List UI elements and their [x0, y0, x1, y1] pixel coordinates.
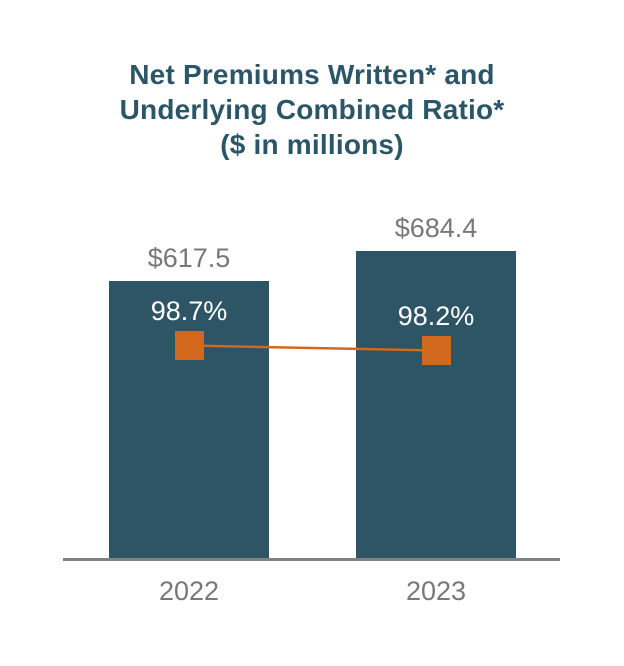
x-axis-line	[63, 558, 560, 561]
chart-title-line-1: Net Premiums Written* and	[129, 59, 495, 90]
x-axis-label-2023: 2023	[405, 576, 467, 606]
chart-title: Net Premiums Written* and Underlying Com…	[0, 57, 624, 162]
ratio-marker-2022	[174, 331, 204, 360]
ratio-label-2023: 98.2%	[397, 301, 475, 331]
x-axis-label-2022: 2022	[158, 576, 220, 606]
chart-title-line-2: Underlying Combined Ratio*	[119, 94, 505, 125]
chart-title-line-3: ($ in millions)	[220, 129, 404, 160]
bar-2023	[356, 251, 516, 558]
bar-value-label-2023: $684.4	[394, 213, 478, 243]
ratio-marker-2023	[421, 336, 451, 365]
bar-2022	[109, 281, 269, 558]
bar-value-label-2022: $617.5	[147, 243, 231, 273]
ratio-label-2022: 98.7%	[150, 296, 228, 326]
